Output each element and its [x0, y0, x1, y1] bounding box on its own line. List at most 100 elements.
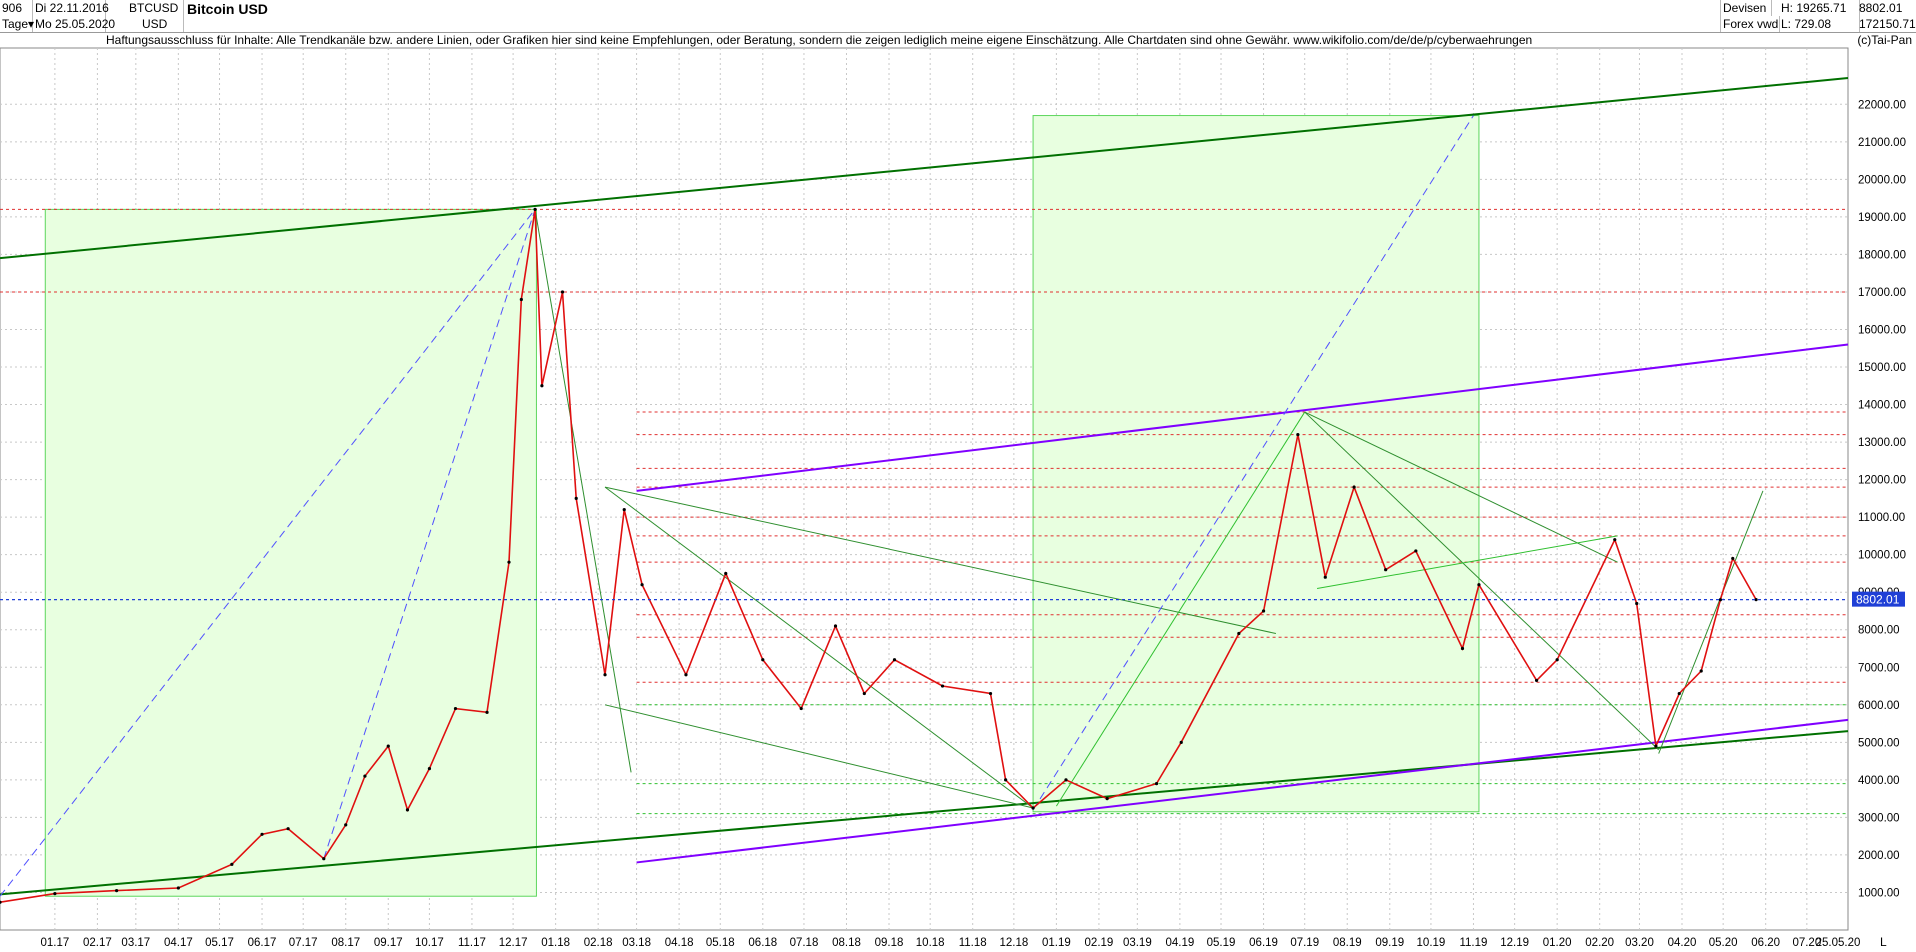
price-point	[453, 706, 458, 711]
price-point	[761, 658, 765, 662]
price-point	[1352, 485, 1356, 489]
last-value: 8802.01	[1859, 1, 1903, 15]
price-point	[363, 774, 367, 778]
x-tick-label: 04.19	[1165, 937, 1194, 949]
price-point	[1613, 538, 1617, 542]
price-point	[1323, 575, 1327, 579]
copyright: (c)Tai-Pan	[1857, 33, 1912, 47]
x-tick-label: 06.19	[1249, 937, 1278, 949]
x-tick-label: 03.18	[622, 937, 651, 949]
y-tick-label: 1000.00	[1858, 887, 1900, 899]
price-point	[519, 297, 523, 302]
x-tick-label: 11.18	[959, 937, 987, 949]
x-tick-label: 01.17	[40, 937, 69, 949]
x-tick-label: 02.19	[1085, 937, 1114, 949]
x-tick-label: 05.18	[706, 937, 735, 949]
price-point	[344, 823, 348, 827]
price-point	[1031, 806, 1035, 810]
low-value: L: 729.08	[1779, 16, 1860, 32]
price-point	[1154, 782, 1159, 786]
y-tick-label: 14000.00	[1858, 400, 1906, 412]
x-tick-label: 07.18	[790, 937, 819, 949]
analysis-box	[1032, 115, 1480, 813]
price-point	[833, 624, 838, 628]
price-point	[176, 886, 180, 890]
analysis-box	[44, 208, 537, 897]
price-point	[603, 673, 607, 677]
price-point	[1534, 678, 1539, 683]
trend-line	[636, 343, 1849, 492]
price-point	[862, 691, 866, 696]
current-price-marker: 8802.01	[0, 591, 1905, 607]
category: Devisen	[1720, 0, 1772, 16]
trend-line	[0, 77, 1849, 260]
price-series	[0, 207, 1758, 904]
aux-line	[534, 209, 632, 773]
price-point	[533, 207, 537, 211]
x-tick-label: 11.17	[458, 937, 486, 949]
x-tick-label: 01.19	[1042, 937, 1071, 949]
current-price-box	[1852, 591, 1905, 607]
x-tick-label: 06.20	[1751, 937, 1780, 949]
x-tick-label: 10.18	[916, 937, 945, 949]
trend-line	[0, 730, 1849, 896]
x-tick-label: 01.20	[1543, 937, 1572, 949]
price-point	[560, 290, 565, 294]
x-tick-label: 08.18	[832, 937, 861, 949]
x-tick-label: 04.20	[1668, 937, 1697, 949]
header-divider	[0, 32, 1916, 33]
price-point	[1237, 631, 1241, 636]
price-point	[1296, 432, 1300, 437]
x-tick-label: 01.18	[541, 937, 570, 949]
y-tick-label: 7000.00	[1858, 662, 1900, 674]
price-point	[1414, 549, 1418, 553]
price-point	[1384, 568, 1388, 572]
trend-lines	[0, 77, 1849, 897]
price-point	[485, 710, 489, 714]
price-point	[1004, 778, 1008, 782]
y-tick-label: 16000.00	[1858, 324, 1906, 336]
y-tick-label: 10000.00	[1858, 550, 1906, 562]
price-point	[115, 888, 119, 893]
price-point	[684, 673, 688, 677]
price-point	[940, 684, 945, 688]
y-tick-label: 15000.00	[1858, 362, 1906, 374]
chevron-down-icon: ▾	[28, 17, 35, 31]
aux-line	[1316, 535, 1618, 589]
x-tick-label: 10.19	[1417, 937, 1446, 949]
price-point	[386, 744, 390, 748]
x-tick-label: 02.17	[83, 937, 112, 949]
price-point	[1261, 609, 1266, 613]
price-point	[405, 808, 410, 812]
y-tick-label: 3000.00	[1858, 812, 1900, 824]
y-tick-label: 12000.00	[1858, 475, 1906, 487]
x-tick-label: 05.19	[1207, 937, 1236, 949]
aux-line	[604, 486, 1034, 809]
price-point	[1731, 556, 1735, 561]
data-source: Forex vwd	[1720, 16, 1780, 32]
x-tick-label: 05.17	[205, 937, 234, 949]
price-point	[1677, 691, 1681, 696]
x-tick-label: 08.19	[1333, 937, 1362, 949]
x-tick-label: 06.18	[748, 937, 777, 949]
y-tick-label: 4000.00	[1858, 775, 1900, 787]
period-select[interactable]: Tage▾	[2, 16, 35, 32]
y-tick-label: 17000.00	[1858, 287, 1906, 299]
x-tick-label: 10.17	[415, 937, 444, 949]
horizontal-levels	[0, 208, 1848, 815]
price-point	[622, 508, 626, 512]
x-tick-label: 09.19	[1375, 937, 1404, 949]
x-tick-label: 03.20	[1625, 937, 1654, 949]
aux-line	[323, 209, 536, 859]
y-tick-label: 22000.00	[1858, 99, 1906, 111]
aux-line	[604, 486, 1277, 634]
currency: USD	[140, 16, 184, 32]
price-point	[1105, 797, 1109, 801]
price-point	[0, 900, 2, 904]
x-tick-label: 09.18	[875, 937, 904, 949]
x-tick-label: 06.17	[248, 937, 277, 949]
y-tick-label: 11000.00	[1858, 512, 1905, 524]
x-tick-label: 12.18	[999, 937, 1028, 949]
aux-line	[1304, 411, 1618, 563]
x-tick-label: 04.18	[665, 937, 694, 949]
